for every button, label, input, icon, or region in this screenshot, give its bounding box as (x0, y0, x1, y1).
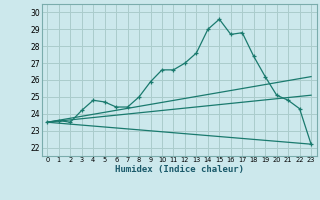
X-axis label: Humidex (Indice chaleur): Humidex (Indice chaleur) (115, 165, 244, 174)
